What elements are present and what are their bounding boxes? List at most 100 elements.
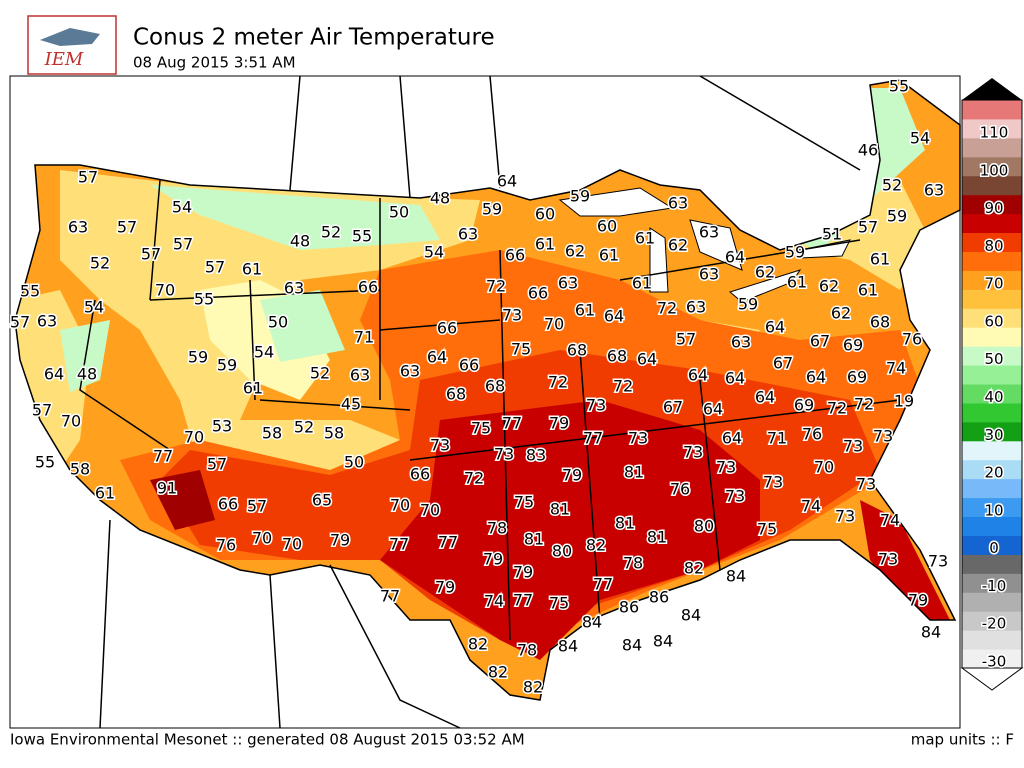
station-value: 72 bbox=[464, 469, 484, 488]
station-value: 61 bbox=[95, 484, 115, 503]
station-value: 75 bbox=[549, 594, 569, 613]
station-value: 61 bbox=[599, 246, 619, 265]
colorbar-band bbox=[962, 327, 1022, 347]
colorbar-band bbox=[962, 478, 1022, 499]
station-value: 63 bbox=[699, 223, 719, 242]
station-value: 70 bbox=[61, 412, 81, 431]
colorbar-tick-label: 100 bbox=[980, 161, 1009, 179]
station-value: 77 bbox=[153, 447, 173, 466]
station-value: 54 bbox=[84, 298, 104, 317]
colorbar-tick-label: 70 bbox=[984, 275, 1003, 293]
station-value: 57 bbox=[205, 258, 225, 277]
station-value: 70 bbox=[184, 428, 204, 447]
station-value: 55 bbox=[352, 227, 372, 246]
colorbar-band bbox=[962, 346, 1022, 366]
colorbar-tick-label: 10 bbox=[984, 501, 1003, 519]
colorbar-band bbox=[962, 194, 1022, 215]
station-value: 72 bbox=[548, 373, 568, 392]
station-value: 73 bbox=[928, 552, 948, 571]
colorbar-band bbox=[962, 440, 1022, 461]
station-value: 73 bbox=[856, 475, 876, 494]
station-value: 73 bbox=[835, 507, 855, 526]
station-value: 91 bbox=[157, 479, 177, 498]
colorbar-tick-label: 80 bbox=[984, 237, 1003, 255]
station-value: 62 bbox=[668, 236, 688, 255]
station-value: 72 bbox=[827, 399, 847, 418]
colorbar-tick-label: -10 bbox=[982, 577, 1007, 595]
logo-text: IEM bbox=[44, 49, 84, 70]
station-value: 72 bbox=[854, 395, 874, 414]
station-value: 82 bbox=[586, 536, 606, 555]
station-value: 79 bbox=[908, 591, 928, 610]
station-value: 74 bbox=[801, 497, 821, 516]
station-value: 67 bbox=[773, 354, 793, 373]
colorbar-band bbox=[962, 100, 1022, 120]
station-value: 61 bbox=[635, 229, 655, 248]
station-value: 82 bbox=[684, 559, 704, 578]
colorbar-band bbox=[962, 402, 1022, 423]
colorbar-band bbox=[962, 365, 1022, 385]
station-value: 45 bbox=[341, 395, 361, 414]
colorbar-band bbox=[962, 516, 1022, 536]
station-value: 57 bbox=[141, 245, 161, 264]
station-value: 59 bbox=[785, 243, 805, 262]
station-value: 75 bbox=[471, 419, 491, 438]
station-value: 64 bbox=[427, 348, 447, 367]
station-value: 75 bbox=[514, 493, 534, 512]
colorbar-band bbox=[962, 175, 1022, 196]
station-value: 52 bbox=[310, 364, 330, 383]
colorbar-band bbox=[962, 573, 1022, 593]
station-value: 70 bbox=[544, 315, 564, 334]
station-value: 50 bbox=[389, 203, 409, 222]
subtitle: 08 Aug 2015 3:51 AM bbox=[133, 54, 296, 72]
logo: IEM bbox=[27, 15, 117, 75]
station-value: 63 bbox=[668, 194, 688, 213]
station-value: 73 bbox=[586, 396, 606, 415]
station-value: 71 bbox=[767, 429, 787, 448]
station-value: 84 bbox=[921, 623, 941, 642]
colorbar-tick-label: -20 bbox=[982, 615, 1007, 633]
colorbar-band bbox=[962, 630, 1022, 650]
station-value: 73 bbox=[843, 437, 863, 456]
station-value: 61 bbox=[858, 281, 878, 300]
station-value: 55 bbox=[35, 453, 55, 472]
station-value: 68 bbox=[485, 377, 505, 396]
station-value: 63 bbox=[699, 265, 719, 284]
station-value: 78 bbox=[487, 519, 507, 538]
colorbar-tick-label: 40 bbox=[984, 388, 1003, 406]
station-value: 77 bbox=[438, 533, 458, 552]
station-value: 82 bbox=[488, 663, 508, 682]
station-value: 83 bbox=[526, 446, 546, 465]
station-value: 57 bbox=[173, 235, 193, 254]
colorbar-band bbox=[962, 289, 1022, 309]
station-value: 68 bbox=[567, 341, 587, 360]
station-value: 66 bbox=[410, 465, 430, 484]
station-value: 73 bbox=[763, 473, 783, 492]
station-value: 79 bbox=[549, 414, 569, 433]
station-value: 81 bbox=[624, 463, 644, 482]
colorbar-band bbox=[962, 118, 1022, 139]
colorbar-band bbox=[962, 554, 1022, 574]
station-value: 70 bbox=[390, 496, 410, 515]
station-value: 72 bbox=[486, 277, 506, 296]
station-value: 82 bbox=[523, 678, 543, 697]
station-value: 74 bbox=[484, 592, 504, 611]
station-value: 73 bbox=[878, 550, 898, 569]
station-value: 63 bbox=[37, 312, 57, 331]
station-value: 62 bbox=[565, 242, 585, 261]
colorbar-band bbox=[962, 308, 1022, 328]
colorbar-band bbox=[962, 251, 1022, 271]
colorbar-band bbox=[962, 497, 1022, 518]
colorbar-band bbox=[962, 611, 1022, 631]
station-value: 57 bbox=[858, 218, 878, 237]
footer-credit: Iowa Environmental Mesonet :: generated … bbox=[10, 731, 525, 749]
station-value: 52 bbox=[321, 223, 341, 242]
colorbar-band bbox=[962, 156, 1022, 177]
station-value: 59 bbox=[738, 295, 758, 314]
station-value: 61 bbox=[787, 273, 807, 292]
station-value: 77 bbox=[502, 414, 522, 433]
station-value: 66 bbox=[218, 495, 238, 514]
